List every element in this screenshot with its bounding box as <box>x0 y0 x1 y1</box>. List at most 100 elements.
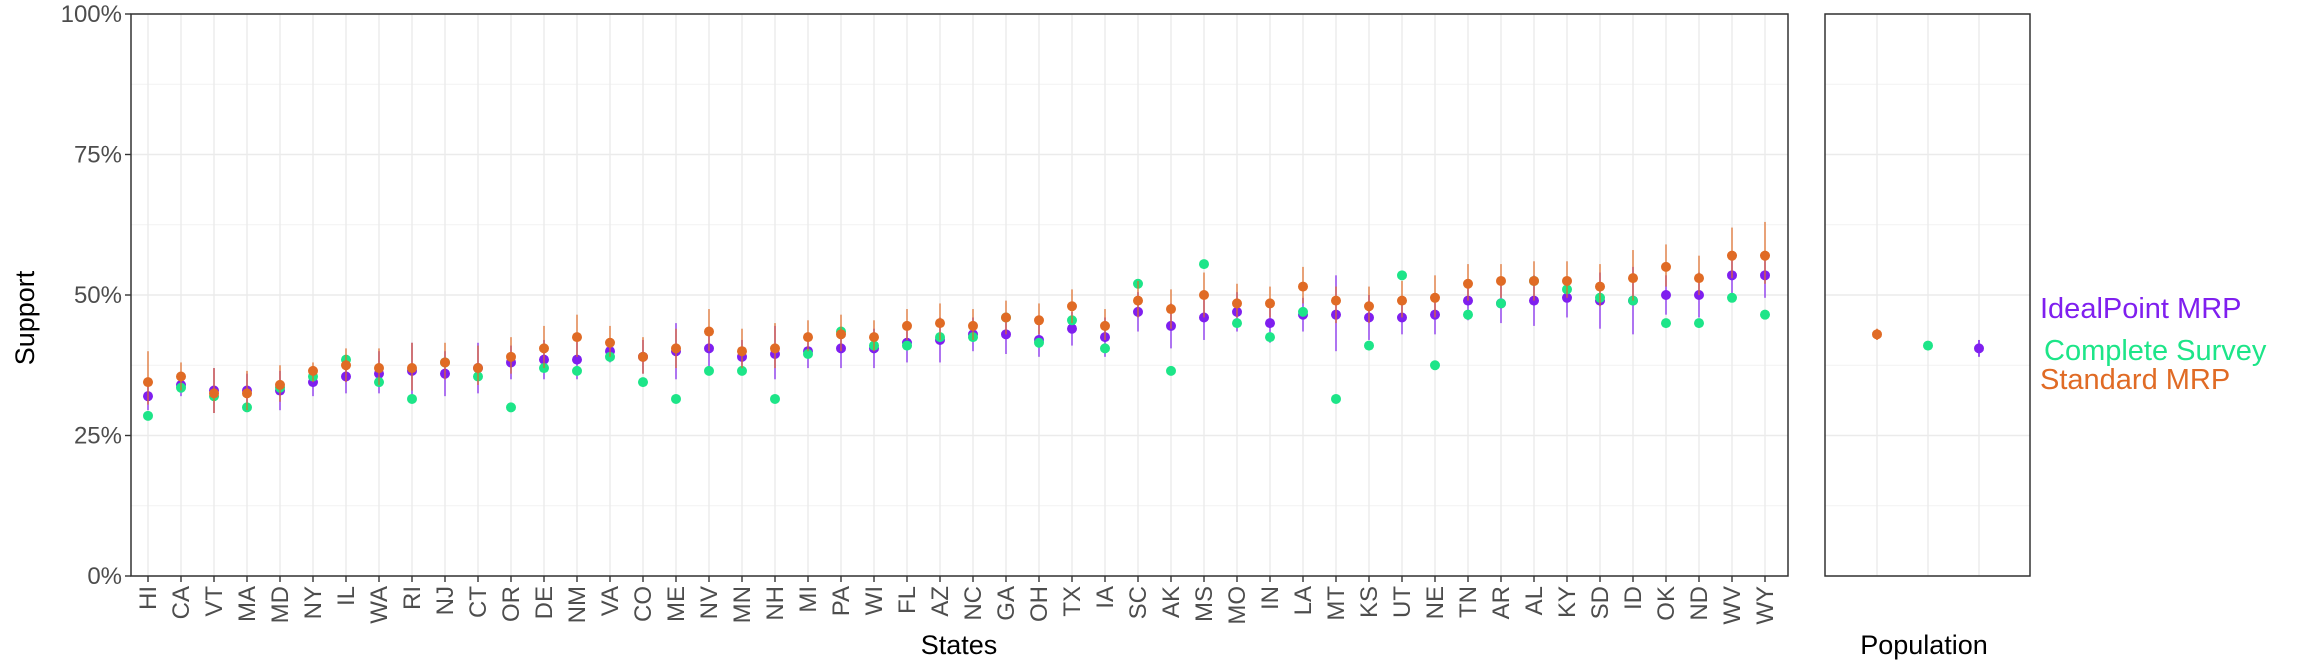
x-tick-label: ID <box>1620 586 1647 610</box>
data-point <box>1232 318 1242 329</box>
x-tick-label: OK <box>1653 586 1680 621</box>
x-tick-label: MA <box>234 586 261 622</box>
data-point <box>1661 318 1671 329</box>
data-point <box>143 410 153 421</box>
data-point <box>1067 323 1077 334</box>
data-point <box>407 363 417 374</box>
data-point <box>1496 298 1506 309</box>
data-point <box>1496 275 1506 286</box>
x-tick-label: DE <box>531 586 558 619</box>
data-point <box>671 393 681 404</box>
data-point <box>1232 298 1242 309</box>
population-panel <box>1824 13 2031 577</box>
x-tick-label: UT <box>1389 586 1416 618</box>
y-axis: 0% 25% 50% 75% 100% <box>61 1 131 590</box>
x-tick-label: HI <box>135 586 162 610</box>
data-point <box>1265 332 1275 343</box>
x-tick-label: NV <box>696 586 723 619</box>
data-point <box>1364 340 1374 351</box>
legend: IdealPoint MRP Complete Survey Standard … <box>2040 293 2267 396</box>
data-point <box>1265 298 1275 309</box>
x-tick-label: WV <box>1719 586 1746 625</box>
x-tick-label: MD <box>267 586 294 623</box>
x-tick-label: PA <box>828 586 855 616</box>
x-tick-label: IL <box>333 586 360 606</box>
population-point <box>1872 329 1882 340</box>
x-tick-label: AK <box>1158 586 1185 618</box>
data-point <box>638 377 648 388</box>
data-point <box>803 349 813 360</box>
x-axis: HI CA VT MA MD NY IL WA RI NJ CT OR DE NM VA CO ME NV MN NH… <box>135 576 1779 625</box>
data-point <box>176 371 186 382</box>
data-point <box>572 332 582 343</box>
x-tick-label: ND <box>1686 586 1713 621</box>
x-tick-label: VT <box>201 586 228 617</box>
x-tick-label: NE <box>1422 586 1449 619</box>
series-standard-mrp <box>143 221 1770 414</box>
data-point <box>1529 275 1539 286</box>
x-tick-label: AZ <box>927 586 954 617</box>
data-point <box>1331 295 1341 306</box>
data-point <box>1298 281 1308 292</box>
data-point <box>407 393 417 404</box>
x-tick-label: TX <box>1059 586 1086 617</box>
legend-label-complete-survey: Complete Survey <box>2044 335 2267 367</box>
x-tick-label: MO <box>1224 586 1251 625</box>
data-point <box>770 343 780 354</box>
data-point <box>1694 318 1704 329</box>
y-tick-label: 0% <box>87 563 122 590</box>
series-complete-survey <box>143 259 1770 421</box>
x-tick-label: KY <box>1554 586 1581 618</box>
x-tick-label: IN <box>1257 586 1284 610</box>
data-point <box>1430 360 1440 371</box>
data-point <box>1397 270 1407 281</box>
population-panel-border <box>1824 13 2031 577</box>
x-tick-label: MN <box>729 586 756 623</box>
population-axis-title: Population <box>1860 630 1988 660</box>
data-point <box>803 332 813 343</box>
legend-label-standard-mrp: Standard MRP <box>2040 364 2230 396</box>
x-tick-label: WI <box>861 586 888 615</box>
data-point <box>770 393 780 404</box>
x-axis-title: States <box>921 630 998 660</box>
data-point <box>968 320 978 331</box>
data-point <box>1661 261 1671 272</box>
data-point <box>1595 281 1605 292</box>
y-tick-label: 25% <box>74 423 122 450</box>
y-axis-title: Support <box>10 270 40 365</box>
x-tick-label: NJ <box>432 586 459 615</box>
data-point <box>1067 301 1077 312</box>
data-point <box>374 363 384 374</box>
data-point <box>1661 290 1671 300</box>
x-tick-label: OH <box>1026 586 1053 622</box>
x-tick-label: KS <box>1356 586 1383 618</box>
data-point <box>572 365 582 376</box>
x-tick-label: TN <box>1455 586 1482 618</box>
data-point <box>1034 315 1044 326</box>
data-point <box>1133 295 1143 306</box>
x-tick-label: FL <box>894 586 921 614</box>
x-tick-label: SC <box>1125 586 1152 619</box>
data-point <box>1265 318 1275 329</box>
data-point <box>242 388 252 399</box>
x-tick-label: RI <box>399 586 426 610</box>
data-point <box>935 318 945 329</box>
x-tick-label: WA <box>366 586 393 624</box>
x-tick-label: OR <box>498 586 525 622</box>
data-point <box>1562 275 1572 286</box>
data-point <box>572 354 582 365</box>
data-point <box>1430 292 1440 303</box>
x-tick-label: CO <box>630 586 657 622</box>
data-point <box>1364 301 1374 312</box>
data-point <box>1760 309 1770 320</box>
x-tick-label: CT <box>465 586 492 618</box>
data-point <box>143 377 153 388</box>
x-tick-label: WY <box>1752 586 1779 625</box>
data-point <box>1199 259 1209 270</box>
data-point <box>605 337 615 348</box>
data-point <box>1727 250 1737 261</box>
data-point <box>671 343 681 354</box>
x-tick-label: VA <box>597 586 624 616</box>
y-tick-label: 50% <box>74 282 122 309</box>
